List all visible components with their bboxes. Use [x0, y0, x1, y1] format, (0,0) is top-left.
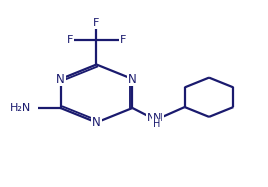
Text: N: N: [152, 113, 161, 123]
Text: F: F: [67, 35, 73, 45]
Text: F: F: [120, 35, 126, 45]
Text: N: N: [56, 73, 65, 85]
Text: F: F: [93, 18, 100, 28]
Text: N: N: [128, 73, 137, 85]
Text: N: N: [92, 116, 101, 129]
Text: H: H: [152, 119, 159, 128]
Text: H: H: [153, 119, 160, 129]
Text: NH: NH: [147, 113, 163, 123]
Text: H₂N: H₂N: [10, 103, 31, 113]
